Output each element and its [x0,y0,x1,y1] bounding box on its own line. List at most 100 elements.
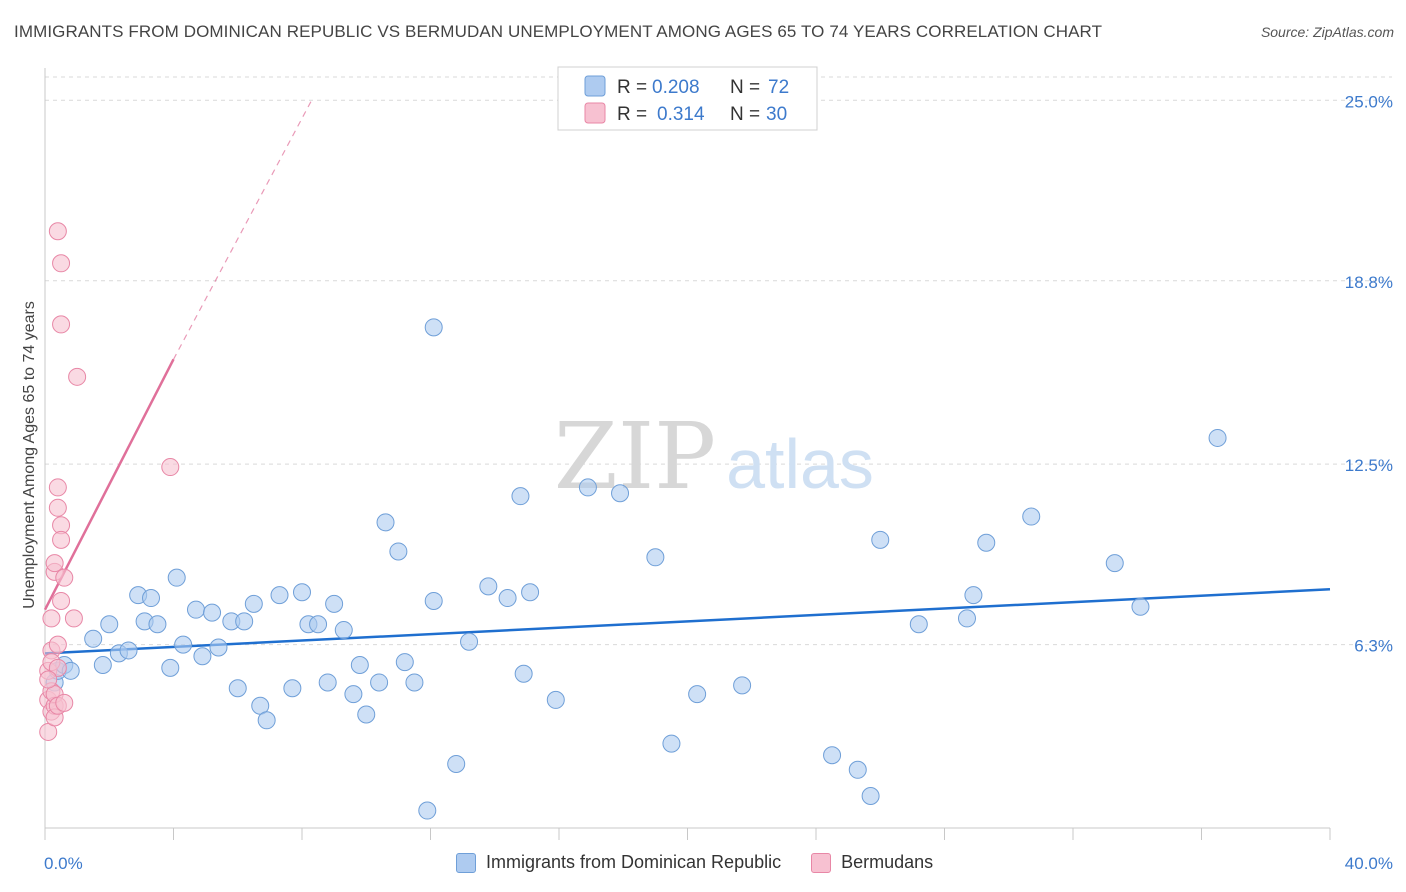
legend-r-label-1: R = [617,77,647,98]
point-dominican [1022,507,1041,526]
point-dominican [370,673,389,692]
trend-extension-bermudans [172,100,313,360]
point-dominican [498,589,517,608]
point-dominican [405,673,424,692]
point-dominican [228,679,247,698]
point-dominican [318,673,337,692]
point-dominican [193,647,212,666]
point-dominican [418,801,437,820]
point-dominican [521,583,540,602]
point-dominican [209,638,228,657]
point-dominican [344,685,363,704]
point-dominican [119,641,138,660]
point-bermudans [52,530,71,549]
point-bermudans [55,568,74,587]
legend-swatch-blue [584,75,606,97]
legend-label-dominican: Immigrants from Dominican Republic [486,852,782,872]
point-dominican [823,746,842,765]
point-bermudans [48,498,67,517]
legend-item-dominican: Immigrants from Dominican Republic [456,852,781,873]
point-dominican [424,318,443,337]
point-bermudans [55,693,74,712]
y-tick-label: 25.0% [1345,92,1393,111]
point-dominican [1131,597,1150,616]
point-dominican [93,655,112,674]
y-tick-label: 6.3% [1354,637,1393,656]
legend-swatch-pink [584,102,606,124]
point-dominican [100,615,119,634]
point-dominican [848,760,867,779]
point-dominican [861,786,880,805]
point-bermudans [48,635,67,654]
point-dominican [646,548,665,567]
point-dominican [350,655,369,674]
point-bermudans [68,367,87,386]
legend-n-value-2: 30 [766,104,787,125]
point-dominican [167,568,186,587]
legend-swatch-dominican [456,852,476,873]
x-tick-label-min: 0.0% [44,854,83,873]
point-dominican [309,615,328,634]
chart-title: IMMIGRANTS FROM DOMINICAN REPUBLIC VS BE… [14,22,1103,41]
data-points [39,222,1227,820]
point-bermudans [45,554,64,573]
point-dominican [244,594,263,613]
point-dominican [611,484,630,503]
point-dominican [447,754,466,773]
correlation-legend: R = 0.208 N = 72 R = 0.314 N = 30 [557,66,818,131]
point-dominican [688,685,707,704]
point-bermudans [52,591,71,610]
legend-n-value-1: 72 [768,77,789,98]
point-dominican [357,705,376,724]
point-bermudans [52,254,71,273]
x-tick-label-max: 40.0% [1345,854,1393,873]
point-dominican [293,583,311,602]
point-dominican [460,632,479,651]
point-dominican [1105,554,1124,573]
point-dominican [235,612,254,631]
y-tick-label: 18.8% [1345,273,1393,292]
legend-r-value-1: 0.208 [652,77,700,98]
point-dominican [733,676,752,695]
point-dominican [424,591,443,610]
y-tick-label: 12.5% [1345,456,1393,475]
point-dominican [389,542,408,561]
legend-label-bermudans: Bermudans [841,852,934,872]
source-credit: Source: ZipAtlas.com [1260,24,1394,40]
watermark: ZIP atlas [554,403,874,510]
point-dominican [957,609,976,628]
point-bermudans [52,315,71,334]
watermark-zip: ZIP [554,403,716,510]
point-dominican [174,635,193,654]
point-bermudans [64,609,83,628]
legend-swatch-bermudans [811,852,832,873]
legend-r-label-2: R = [617,104,647,125]
point-dominican [977,533,996,552]
point-dominican [909,615,928,634]
point-bermudans [48,478,67,497]
point-dominican [546,690,565,709]
legend-item-bermudans: Bermudans [811,852,933,873]
legend-r-value-2: 0.314 [657,104,705,125]
point-dominican [514,664,533,683]
gridlines [45,76,1392,646]
point-bermudans [161,458,180,477]
point-dominican [964,586,983,605]
trend-line-dominican [44,588,1331,655]
point-bermudans [48,658,67,677]
point-bermudans [39,670,58,689]
point-dominican [578,478,597,497]
legend-n-label-1: N = [730,77,760,98]
trend-line-bermudans [43,358,175,611]
point-dominican [84,629,103,648]
point-dominican [662,734,681,753]
point-dominican [376,513,395,532]
point-dominican [479,577,498,596]
point-dominican [203,603,222,622]
point-dominican [395,653,414,672]
point-dominican [283,679,302,698]
point-dominican [161,658,180,677]
trend-lines [43,100,1331,655]
point-bermudans [48,222,67,241]
